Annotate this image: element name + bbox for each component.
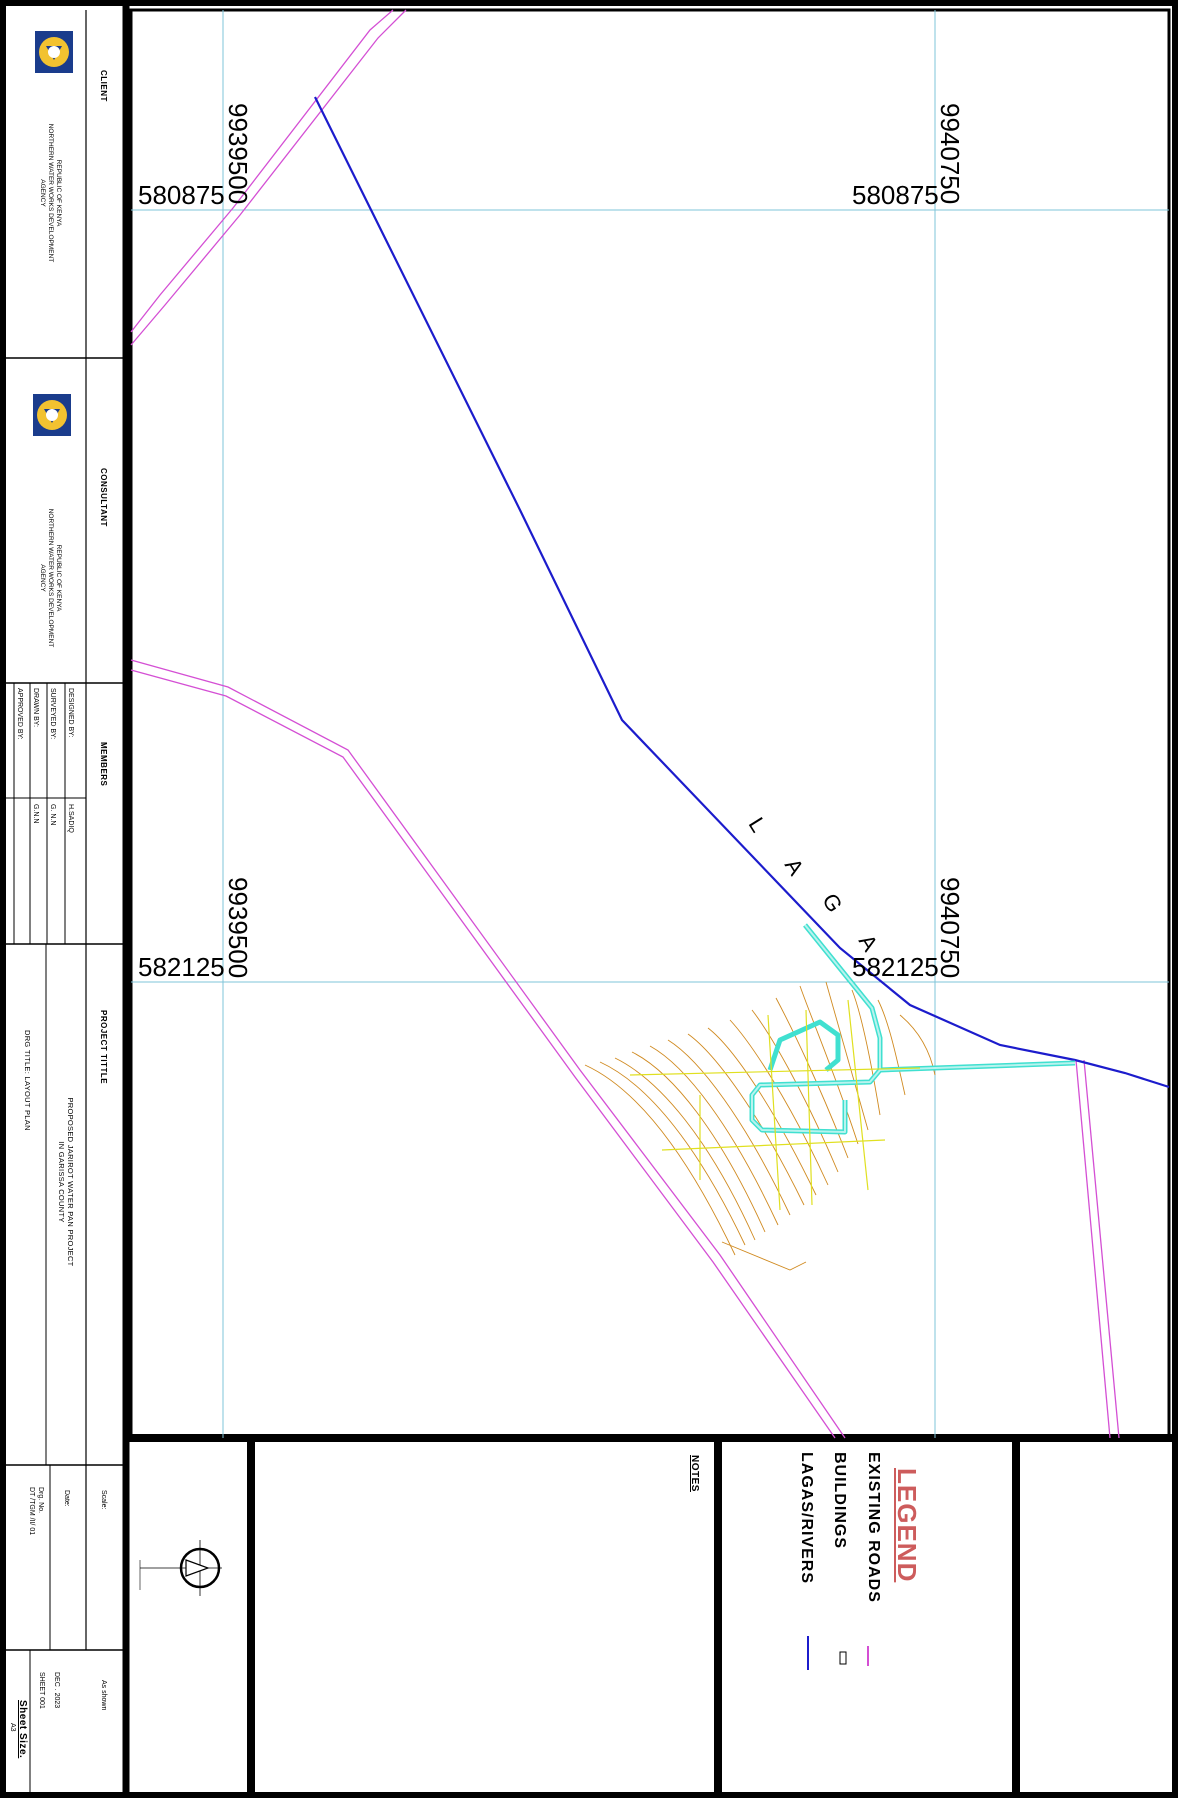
- project-title-line2: IN GARISSA COUNTY: [57, 1141, 66, 1223]
- client-org-line1: REPUBLIC OF KENYA: [55, 159, 62, 227]
- client-org-line2: NORTHERN WATER WORKS DEVELOPMENT: [47, 123, 54, 263]
- grid-label-northing-tl: 9939500: [223, 103, 253, 205]
- consultant-logo: [33, 394, 71, 436]
- scale-label: Scale:: [100, 1490, 107, 1510]
- member-name-drawn: G.N.N: [32, 804, 39, 824]
- client-logo: [35, 31, 73, 73]
- sheet-size-label: Sheet Size.: [17, 1700, 28, 1759]
- client-header: CLIENT: [99, 70, 108, 102]
- grid-label-easting-br: 582125: [852, 952, 939, 982]
- map-frame: [129, 8, 1171, 1440]
- legend-item-rivers: LAGAS/RIVERS: [798, 1452, 815, 1585]
- consultant-org-line2: NORTHERN WATER WORKS DEVELOPMENT: [47, 508, 54, 648]
- sheet-size-value: A3: [9, 1723, 16, 1732]
- legend-title: LEGEND: [892, 1468, 922, 1583]
- drg-no-value: DT /TGM /II/ 01: [28, 1487, 35, 1536]
- drg-no-label: Drg. No.: [37, 1487, 44, 1514]
- member-name-surveyed: G. N.N: [49, 804, 56, 826]
- grid-label-northing-bl: 9939500: [223, 877, 253, 979]
- laga-river: [314, 96, 1170, 1089]
- grid-label-easting-bl: 582125: [138, 952, 225, 982]
- client-organisation: REPUBLIC OF KENYA NORTHERN WATER WORKS D…: [38, 124, 62, 263]
- consultant-org-line3: AGENCY: [39, 564, 46, 592]
- members-header: MEMBERS: [99, 742, 108, 787]
- coordinate-grid: [131, 10, 1169, 1438]
- grid-label-northing-br: 9940750: [935, 877, 965, 979]
- grid-label-northing-tr: 9940750: [935, 103, 965, 205]
- date-label: Date:: [63, 1490, 70, 1507]
- survey-lines: [629, 999, 921, 1211]
- member-role-drawn: DRAWN BY:: [32, 688, 39, 728]
- member-name-designed: H.SADIQ: [67, 804, 74, 833]
- legend-item-buildings: BUILDINGS: [831, 1452, 848, 1549]
- member-role-approved: APPROVED BY:: [16, 688, 23, 740]
- project-title: PROPOSED JARIROT WATER PAN PROJECT IN GA…: [57, 1097, 75, 1266]
- grid-label-easting-tr: 580875: [852, 180, 939, 210]
- consultant-organisation: REPUBLIC OF KENYA NORTHERN WATER WORKS D…: [38, 509, 62, 648]
- project-title-line1: PROPOSED JARIROT WATER PAN PROJECT: [66, 1097, 75, 1267]
- grid-label-easting-tl: 580875: [138, 180, 225, 210]
- notes-title: NOTES: [689, 1455, 700, 1492]
- north-arrow-icon: [139, 1540, 222, 1596]
- existing-roads: [130, 9, 1120, 1439]
- consultant-header: CONSULTANT: [99, 468, 108, 527]
- client-org-line3: AGENCY: [39, 179, 46, 207]
- legend-building-symbol: [839, 1651, 847, 1665]
- date-value: DEC . 2023: [53, 1672, 60, 1709]
- sheet-number: SHEET 001: [38, 1672, 45, 1709]
- member-role-surveyed: SURVEYED BY:: [49, 688, 56, 740]
- consultant-org-line1: REPUBLIC OF KENYA: [55, 544, 62, 612]
- legend-item-roads: EXISTING ROADS: [865, 1452, 882, 1603]
- scale-value: As shown: [100, 1680, 107, 1711]
- member-role-designed: DESIGNED BY:: [67, 688, 74, 738]
- project-header: PROJECT TITTLE: [99, 1010, 108, 1085]
- drawing-title: DRG TITLE: LAYOUT PLAN: [23, 1030, 32, 1131]
